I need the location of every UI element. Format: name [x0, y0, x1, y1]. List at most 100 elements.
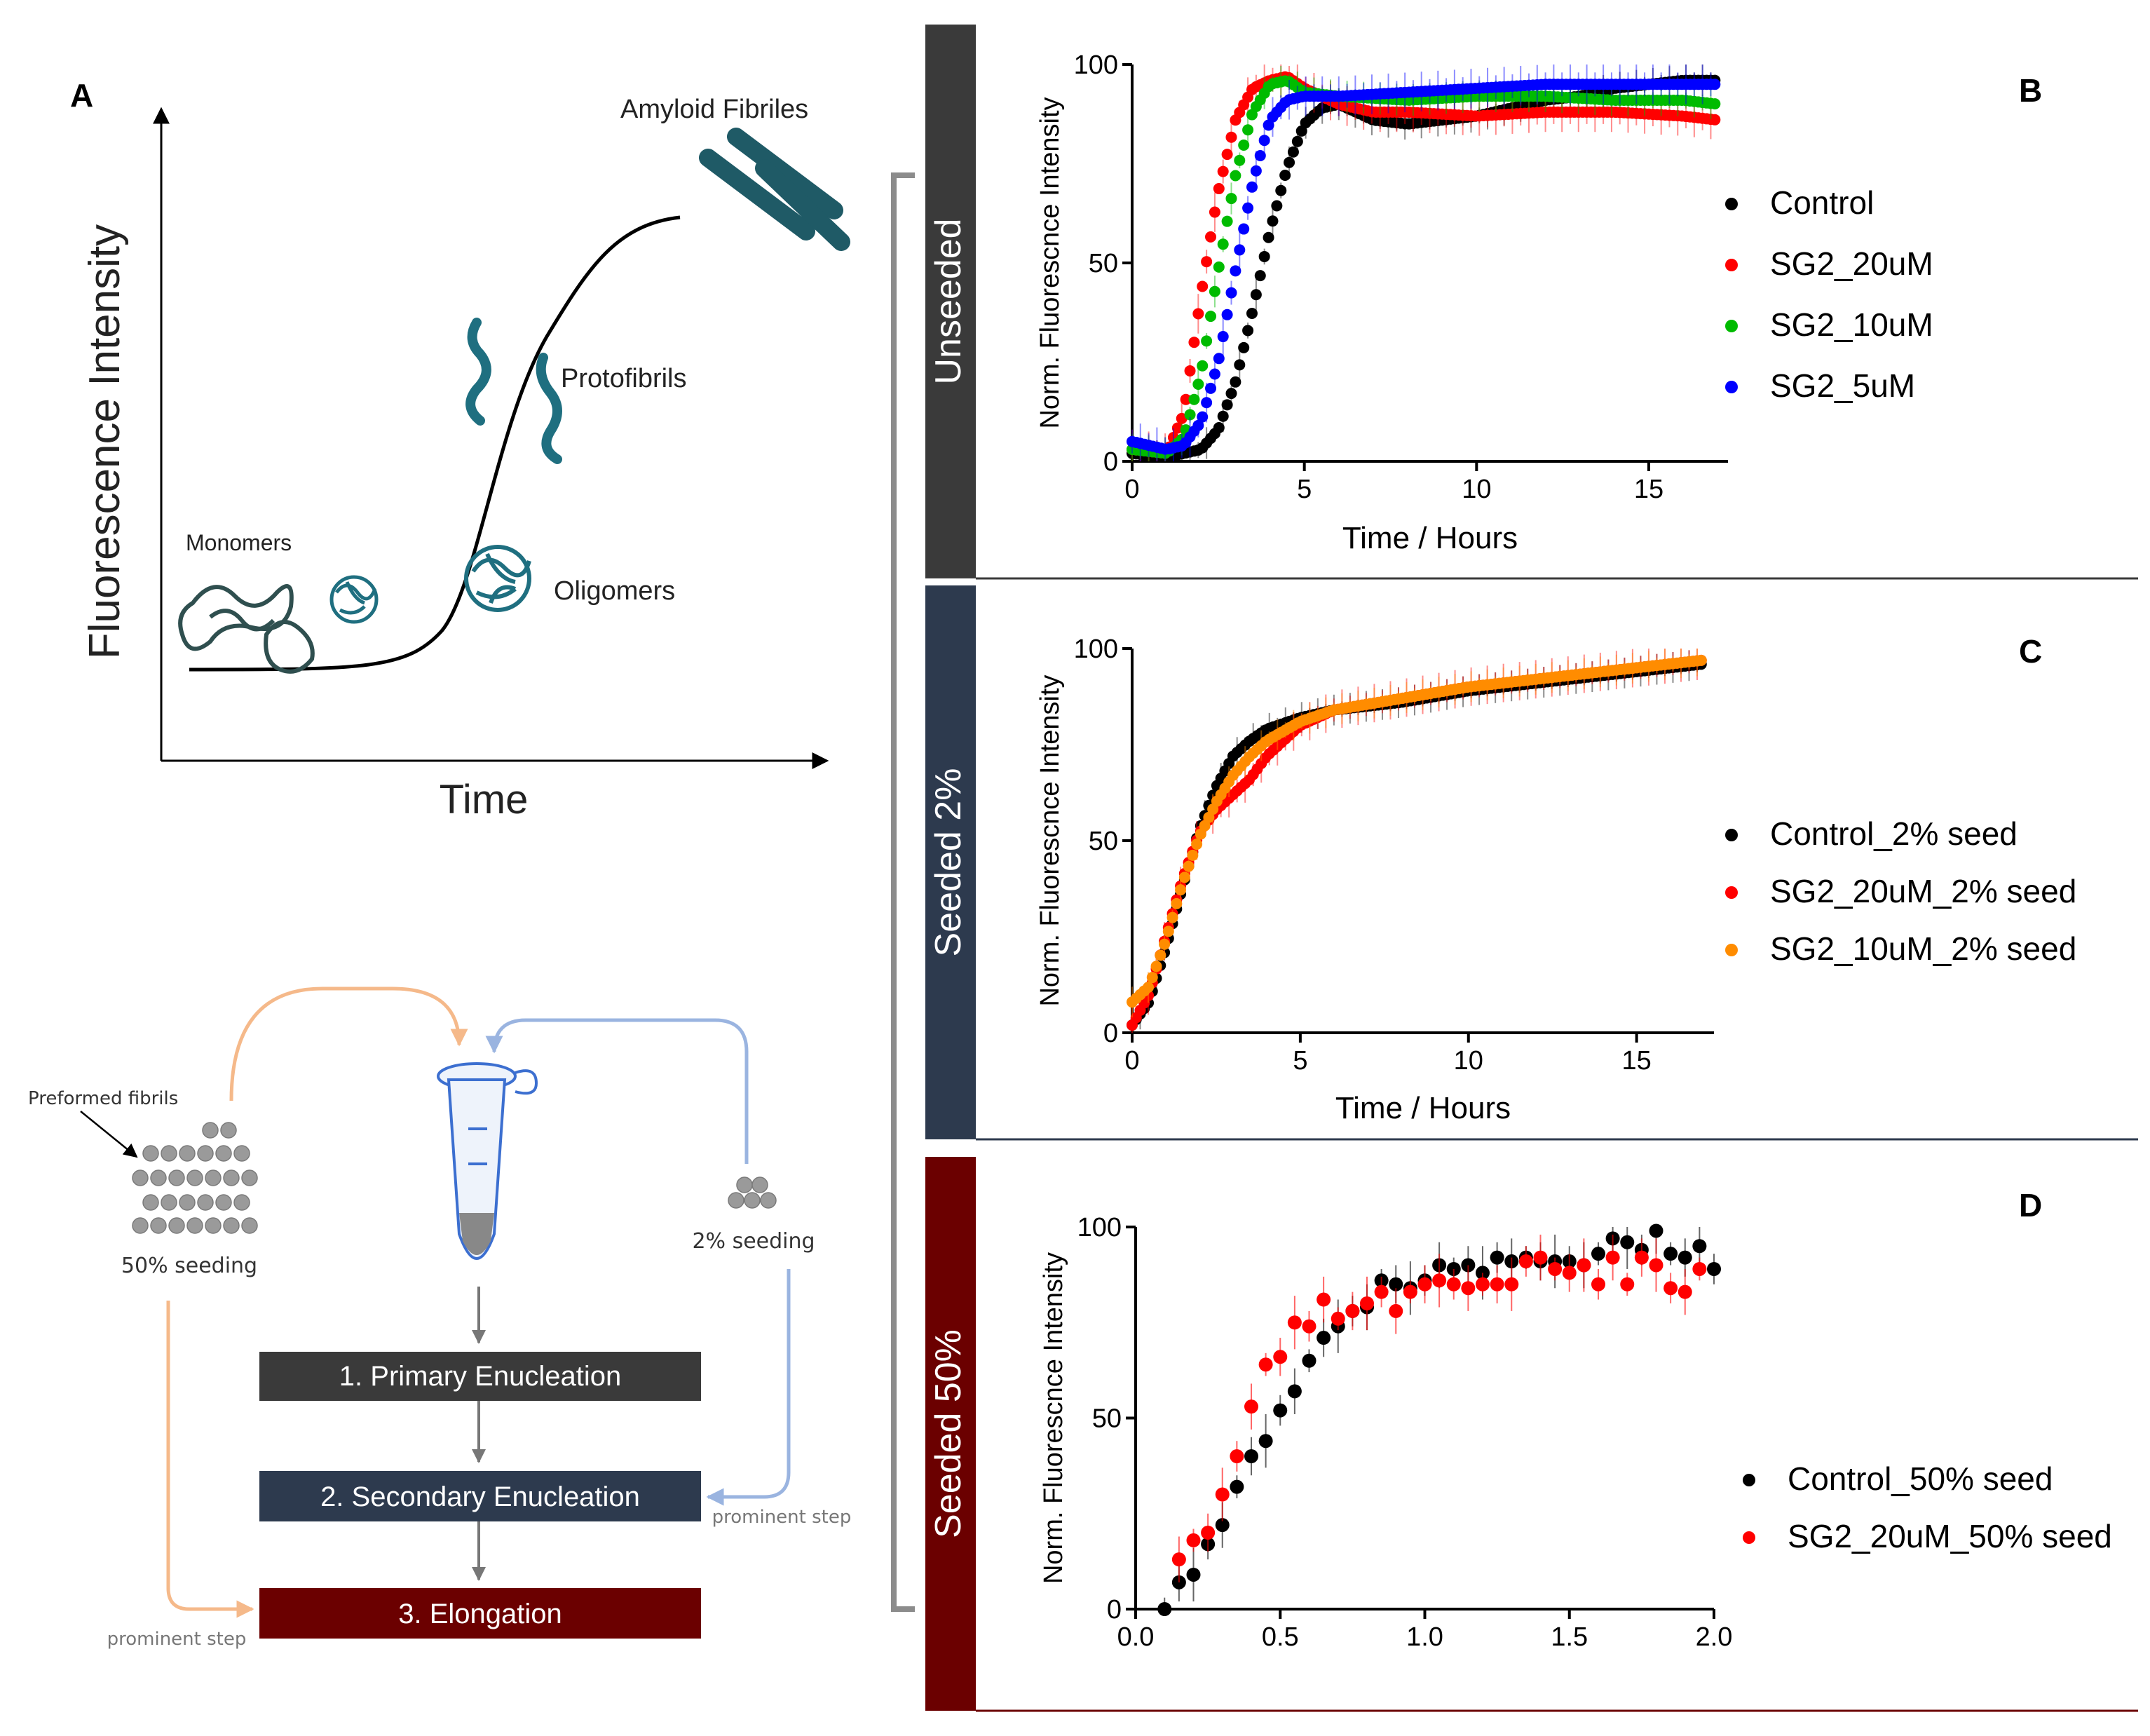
orange-side-arrow: [166, 1301, 254, 1618]
data-point: [1192, 419, 1204, 431]
data-point: [1417, 1277, 1432, 1291]
data-point: [1217, 238, 1229, 250]
data-point: [1238, 140, 1250, 151]
data-point: [1678, 1250, 1692, 1265]
data-point: [1591, 1247, 1605, 1261]
y-axis-title: Norm. Fluorescnce Intensity: [1039, 1252, 1068, 1584]
band-seeded-2: Seeded 2%: [925, 585, 2138, 1141]
data-point: [1577, 1258, 1591, 1273]
blue-loop-arrow: [485, 1018, 749, 1164]
oligomer-icon: [464, 545, 531, 612]
seed-dot: [205, 1217, 222, 1234]
data-point: [1225, 131, 1237, 143]
series-1: [1127, 649, 1707, 1033]
data-point: [1263, 231, 1274, 243]
data-point: [1331, 1311, 1345, 1326]
data-point: [1258, 135, 1270, 147]
panel-a-ylabel: Fluorescence Intensity: [81, 224, 129, 659]
data-point: [1291, 135, 1303, 147]
seed-dot: [728, 1192, 744, 1209]
data-point: [1250, 165, 1262, 177]
data-point: [1230, 265, 1241, 277]
x-tick-label: 2.0: [1696, 1622, 1733, 1652]
stage-monomers-label: Monomers: [186, 530, 292, 555]
y-tick-label: 50: [1089, 249, 1118, 278]
data-point: [1374, 1284, 1389, 1299]
data-point: [1209, 368, 1220, 380]
data-point: [1221, 149, 1233, 161]
orange-loop-arrow: [229, 986, 468, 1101]
data-point: [1166, 911, 1178, 923]
data-point: [1316, 1292, 1331, 1307]
data-point: [1242, 325, 1254, 337]
data-point: [1533, 1250, 1548, 1265]
series-0: [1127, 650, 1707, 1033]
chart-b: 0 50 100 0 5 10 15 Norm. Fluorescnce Intensity T…: [1035, 50, 1933, 555]
step-2-label: 2. Secondary Enucleation: [320, 1481, 640, 1512]
x-tick-label: 5: [1297, 475, 1312, 504]
data-point: [1692, 1261, 1707, 1276]
data-point: [1203, 811, 1215, 823]
data-point: [1188, 337, 1200, 348]
panel-a-letter: A: [70, 77, 93, 114]
data-point: [1217, 331, 1229, 343]
legend-marker: [1725, 381, 1738, 393]
y-tick-label: 0: [1103, 447, 1118, 477]
data-point: [1238, 341, 1250, 353]
series-1: [1171, 1234, 1707, 1582]
seed-dot: [760, 1192, 777, 1209]
y-tick-label: 100: [1074, 50, 1118, 80]
x-tick-label: 1.0: [1406, 1622, 1443, 1652]
series-2: [1127, 66, 1721, 461]
data-point: [1258, 1357, 1273, 1372]
panel-a: A Fluorescence Intensity Time Monomers O…: [70, 77, 850, 822]
data-point: [1157, 1602, 1172, 1616]
amyloid-fibril-icon: [699, 128, 850, 251]
data-point: [1316, 1331, 1331, 1345]
data-point: [1197, 280, 1209, 292]
band-seeded-50-label: Seeded 50%: [928, 1329, 969, 1538]
data-point: [1159, 938, 1171, 950]
data-point: [1146, 972, 1158, 984]
seed-dot: [168, 1169, 185, 1186]
data-point: [1446, 1277, 1461, 1291]
seed-dot: [744, 1192, 761, 1209]
data-point: [1692, 1239, 1707, 1254]
band-seeded-2-label: Seeded 2%: [928, 768, 969, 957]
x-tick-label: 10: [1462, 475, 1491, 504]
data-point: [1250, 289, 1262, 301]
data-point: [1230, 1449, 1244, 1463]
data-point: [1242, 202, 1254, 214]
x-tick-label: 5: [1293, 1046, 1307, 1076]
data-point: [1287, 1315, 1302, 1330]
y-tick-label: 0: [1103, 1019, 1118, 1048]
data-point: [1302, 1353, 1316, 1368]
data-point: [1201, 1526, 1216, 1540]
data-point: [1709, 98, 1721, 110]
tube-icon: [437, 1062, 538, 1260]
data-point: [1403, 1284, 1417, 1299]
data-point: [1695, 654, 1707, 666]
data-point: [1620, 1277, 1635, 1291]
step-1-box: [259, 1352, 701, 1401]
data-point: [1217, 165, 1229, 177]
data-point: [1201, 335, 1213, 347]
data-point: [1205, 382, 1217, 394]
seed-dot: [197, 1145, 214, 1162]
monomer-icon: [178, 584, 315, 674]
stage-oligomers-label: Oligomers: [554, 576, 675, 606]
seed-dot: [223, 1217, 240, 1234]
legend-marker: [1725, 198, 1738, 210]
y-tick-label: 0: [1107, 1595, 1122, 1625]
seed-dot: [168, 1217, 185, 1234]
data-point: [1504, 1277, 1519, 1291]
x-tick-label: 15: [1634, 475, 1663, 504]
data-point: [1548, 1261, 1563, 1276]
x-axis-title: Time / Hours: [1342, 521, 1518, 555]
data-point: [1287, 1384, 1302, 1399]
band-seeded-2-bg: [925, 585, 976, 1139]
data-point: [1171, 1552, 1186, 1567]
x-tick-label: 0.5: [1262, 1622, 1299, 1652]
data-point: [1663, 1281, 1678, 1296]
data-point: [1184, 365, 1196, 377]
